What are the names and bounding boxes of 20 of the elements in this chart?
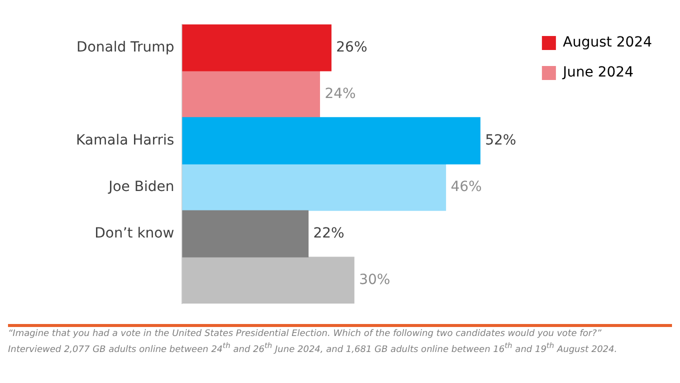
data-label: 26% xyxy=(336,39,368,56)
data-label: 52% xyxy=(485,132,516,148)
bar xyxy=(182,70,320,118)
data-label: 22% xyxy=(313,225,344,242)
data-label: 30% xyxy=(359,272,390,288)
data-label: 24% xyxy=(324,86,356,102)
bar xyxy=(182,164,446,211)
text: Interviewed 2,077 GB adults online between 24$^{th}$ and 26$^{th}$ June 2024, and 1,681 GB adults online between 16$^{th}$ and 19$^{th}$ August 2024. xyxy=(8,341,618,355)
legend-label: June 2024 xyxy=(562,64,634,81)
y-tick-label: Donald Trump xyxy=(76,39,174,56)
data-label: 46% xyxy=(450,178,482,195)
bar xyxy=(182,256,354,304)
y-tick-label: Don’t know xyxy=(94,225,174,242)
y-tick-label: Joe Biden xyxy=(108,178,174,195)
bar xyxy=(182,117,480,164)
bar xyxy=(182,210,309,258)
text: “Imagine that you had a vote in the United States Presidential Election. Which of the following two candidates would you vote for?” xyxy=(8,329,602,340)
y-tick-label: Kamala Harris xyxy=(76,132,174,148)
legend-label: August 2024 xyxy=(562,34,652,51)
bar xyxy=(182,24,332,72)
